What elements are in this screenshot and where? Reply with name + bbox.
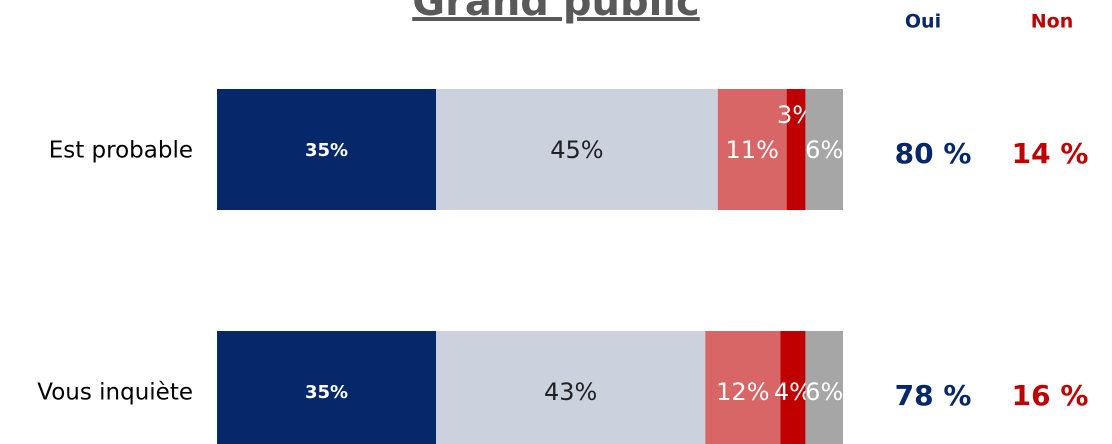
total-value: 14 %: [1012, 137, 1089, 170]
total-header: Non: [1031, 11, 1073, 33]
value-label: 35%: [305, 140, 348, 161]
bar-segment: [705, 331, 781, 444]
value-label: 43%: [544, 378, 597, 406]
bar-segment: [717, 89, 787, 210]
total-value: 16 %: [1012, 379, 1089, 412]
value-label: 11%: [726, 136, 779, 164]
bar-segment: [217, 89, 437, 210]
value-label: 45%: [550, 136, 603, 164]
bar-segment: [436, 331, 706, 444]
bar-segment: [805, 89, 843, 210]
bar-segment: [786, 89, 806, 210]
value-label: 6%: [805, 136, 843, 164]
value-label: 12%: [716, 378, 769, 406]
total-value: 80 %: [895, 137, 972, 170]
chart-title: Grand public: [412, 0, 699, 25]
bar-segment: [780, 331, 806, 444]
bar-segment: [805, 331, 843, 444]
value-label: 35%: [305, 382, 348, 403]
category-label: Vous inquiète: [37, 380, 193, 406]
bar-segment: [217, 331, 437, 444]
total-header: Oui: [905, 11, 941, 33]
bar-segment: [436, 89, 718, 210]
category-label: Est probable: [49, 138, 193, 164]
value-label: 6%: [805, 378, 843, 406]
total-value: 78 %: [895, 379, 972, 412]
